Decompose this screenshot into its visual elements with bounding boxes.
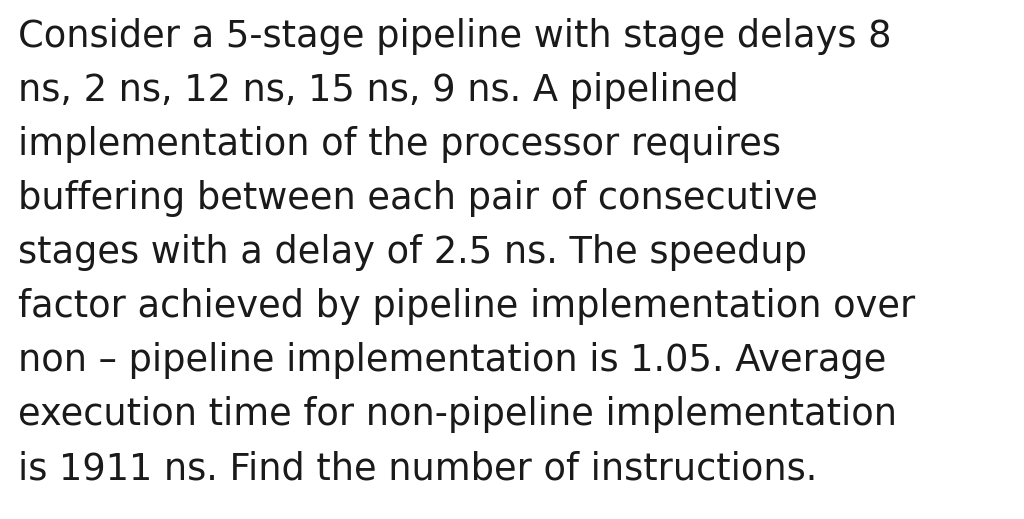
- Text: non – pipeline implementation is 1.05. Average: non – pipeline implementation is 1.05. A…: [18, 342, 887, 379]
- Text: stages with a delay of 2.5 ns. The speedup: stages with a delay of 2.5 ns. The speed…: [18, 234, 807, 271]
- Text: ns, 2 ns, 12 ns, 15 ns, 9 ns. A pipelined: ns, 2 ns, 12 ns, 15 ns, 9 ns. A pipeline…: [18, 72, 739, 109]
- Text: is 1911 ns. Find the number of instructions.: is 1911 ns. Find the number of instructi…: [18, 450, 817, 487]
- Text: implementation of the processor requires: implementation of the processor requires: [18, 126, 781, 163]
- Text: buffering between each pair of consecutive: buffering between each pair of consecuti…: [18, 180, 818, 217]
- Text: Consider a 5-stage pipeline with stage delays 8: Consider a 5-stage pipeline with stage d…: [18, 18, 892, 55]
- Text: factor achieved by pipeline implementation over: factor achieved by pipeline implementati…: [18, 288, 915, 325]
- Text: execution time for non-pipeline implementation: execution time for non-pipeline implemen…: [18, 396, 897, 433]
